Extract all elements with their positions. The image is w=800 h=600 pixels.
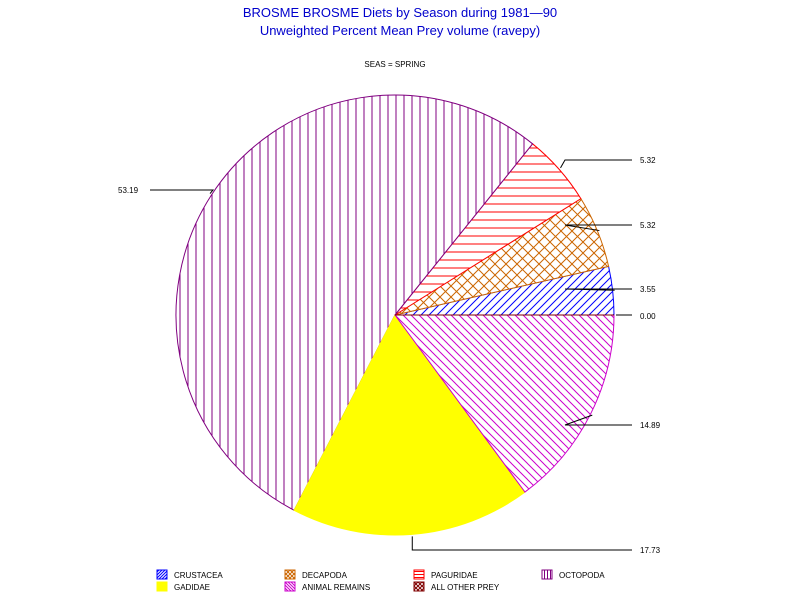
legend-label-all-other-prey: ALL OTHER PREY [431,583,500,592]
legend: CRUSTACEA DECAPODA PAGURIDAE OCTOPODA GADIDA… [156,569,605,592]
legend-label-crustacea: CRUSTACEA [174,571,223,580]
legend-swatch-crustacea [156,569,168,580]
leader-line-paguridae [560,159,632,169]
legend-label-gadidae: GADIDAE [174,583,210,592]
value-label-paguridae: 5.32 [640,156,656,165]
leader-line-decapoda [564,224,632,232]
legend-label-octopoda: OCTOPODA [559,571,605,580]
leader-line-animal-remains [564,414,632,426]
pie-slices [175,94,615,536]
value-label-animal-remains: 14.89 [640,421,661,430]
legend-label-animal-remains: ANIMAL REMAINS [302,583,370,592]
legend-swatch-decapoda [284,569,296,580]
leader-line-gadidae [411,536,632,551]
value-label-decapoda: 5.32 [640,221,656,230]
chart-subtitle: Unweighted Percent Mean Prey volume (rav… [260,23,540,38]
leader-line-octopoda [150,189,215,194]
legend-swatch-gadidae [156,581,168,592]
slice-octopoda [175,94,534,511]
legend-label-paguridae: PAGURIDAE [431,571,478,580]
legend-swatch-animal-remains [284,581,296,592]
slice-labels: 3.55 5.32 5.32 53.19 17.73 14.89 0.00 [118,156,661,555]
panel-label: SEAS = SPRING [364,60,425,69]
legend-label-decapoda: DECAPODA [302,571,348,580]
value-label-crustacea: 3.55 [640,285,656,294]
slice-animal-remains [394,314,615,493]
value-label-gadidae: 17.73 [640,546,661,555]
legend-swatch-octopoda [541,569,553,580]
legend-swatch-paguridae [413,569,425,580]
value-label-octopoda: 53.19 [118,186,139,195]
leader-line-crustacea [564,288,632,291]
slice-gadidae [293,314,526,536]
chart-title: BROSME BROSME Diets by Season during 198… [243,5,557,20]
legend-swatch-all-other-prey [413,581,425,592]
value-label-all-other-prey: 0.00 [640,312,656,321]
